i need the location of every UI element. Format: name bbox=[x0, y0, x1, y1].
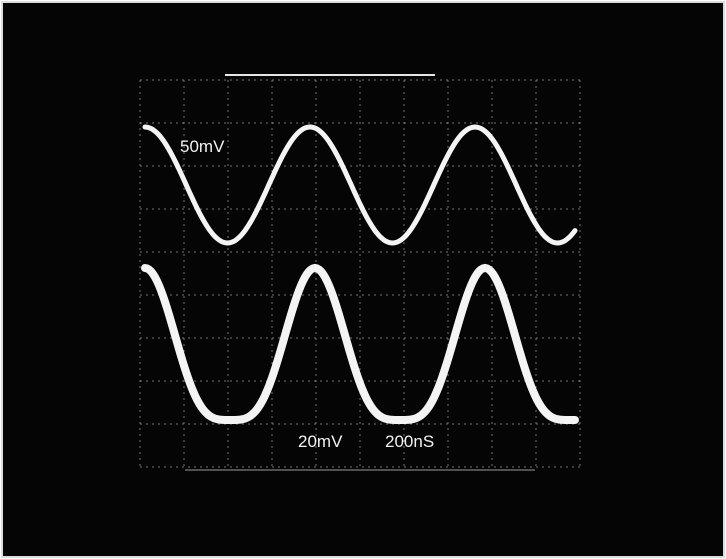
page: 50mV 20mV 200nS (() => { const data = JS… bbox=[0, 0, 726, 559]
channel-2-scale: 20mV bbox=[298, 432, 343, 451]
channel-1-scale: 50mV bbox=[180, 137, 225, 156]
screen-background bbox=[2, 2, 724, 557]
scope-screen: 50mV 20mV 200nS bbox=[0, 0, 726, 559]
timebase: 200nS bbox=[385, 432, 434, 451]
